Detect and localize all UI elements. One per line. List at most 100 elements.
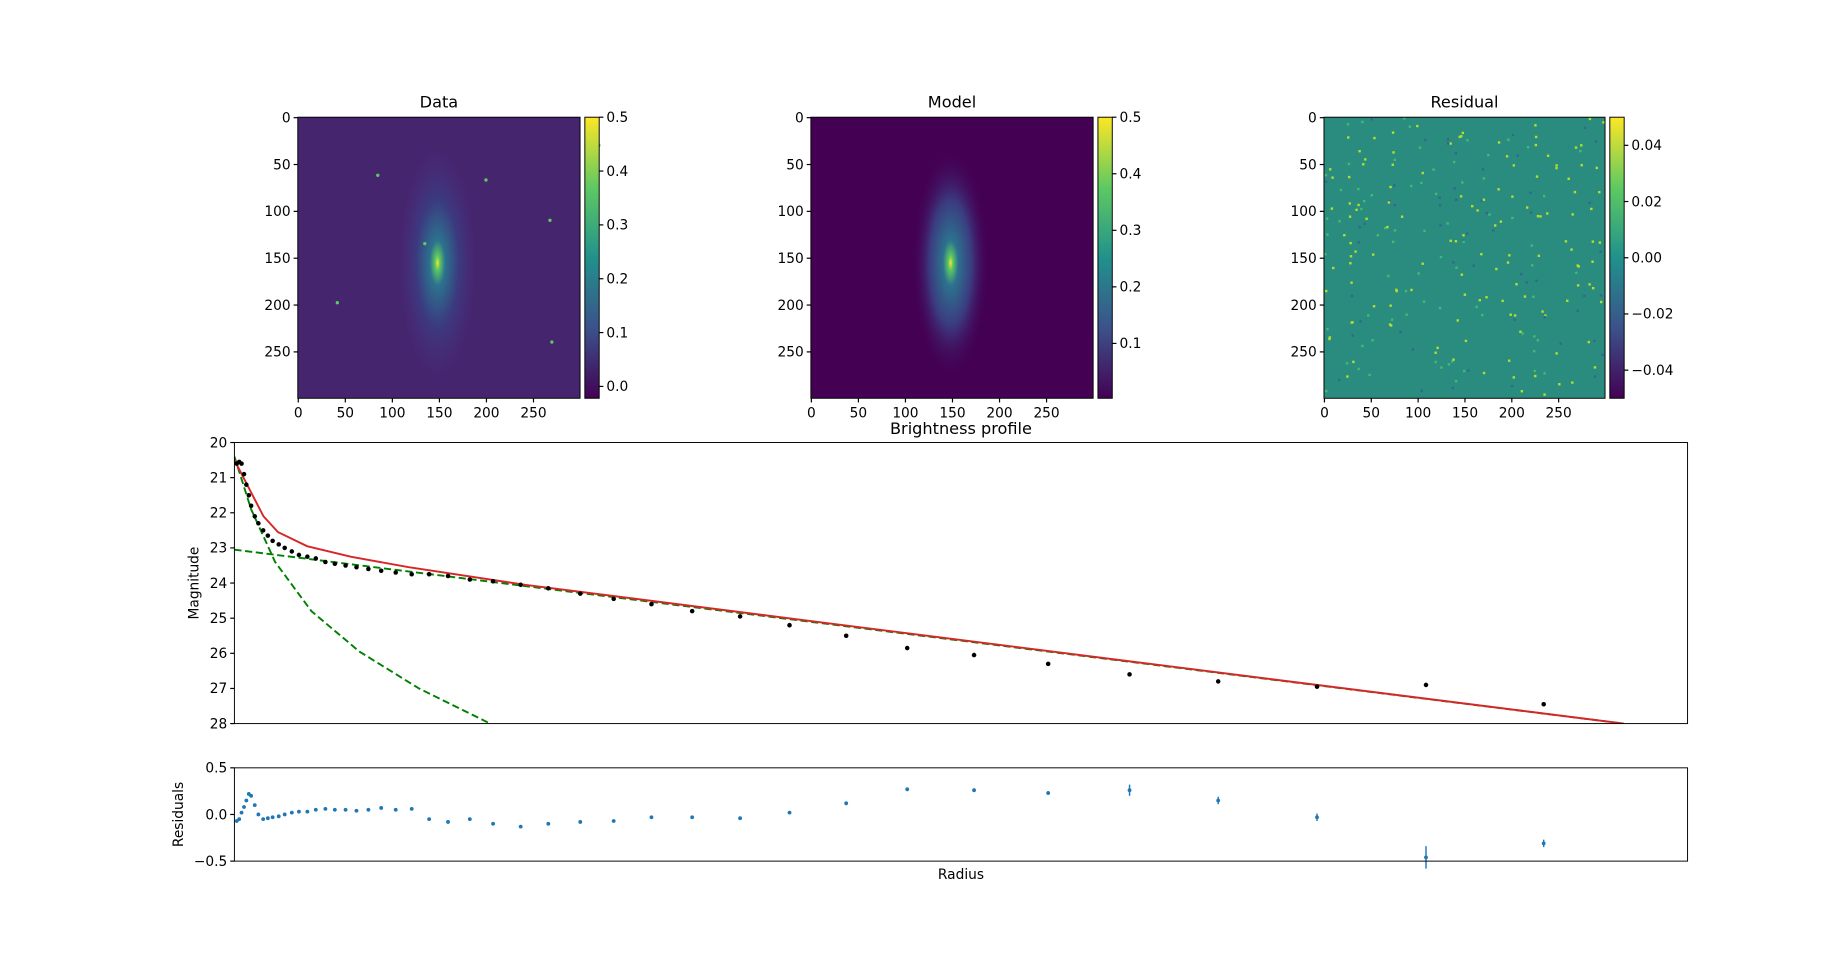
image-texture (1349, 262, 1352, 265)
colorbar-tick-label: 0.2 (1119, 280, 1141, 296)
image-texture (1418, 146, 1422, 149)
image-texture (1421, 171, 1424, 175)
image-texture (1421, 262, 1424, 265)
residual-point (354, 808, 359, 813)
data-point (366, 566, 371, 572)
image-texture (1434, 351, 1437, 354)
x-tick-label: 250 (1546, 405, 1572, 421)
image-texture (1482, 371, 1486, 375)
image-texture (1454, 240, 1458, 243)
image-texture (1371, 253, 1375, 256)
image-texture (1326, 233, 1329, 236)
colorbar-tick-label: 0.0 (606, 379, 628, 395)
image-texture (1555, 352, 1558, 355)
x-tick-label: 100 (892, 405, 918, 421)
image-texture (1595, 166, 1598, 170)
image-texture (1449, 239, 1452, 243)
y-tick-label: 150 (264, 251, 290, 267)
image-texture (1440, 366, 1443, 369)
colorbar-tick-label: −0.04 (1631, 363, 1673, 379)
image-texture (1328, 337, 1331, 341)
image-texture (1459, 195, 1463, 198)
x-tick-label: 0 (807, 405, 816, 421)
image-texture (1410, 184, 1413, 188)
image-texture (1363, 199, 1366, 203)
image-texture (1507, 359, 1511, 362)
image-texture (1587, 340, 1590, 344)
residual-point (256, 812, 261, 817)
residual-point (276, 814, 281, 819)
image-texture (1325, 217, 1329, 220)
image-texture (1452, 358, 1455, 361)
image-texture (1411, 348, 1415, 351)
residual-point (252, 803, 257, 808)
colorbar-tick-label: 0.1 (1119, 336, 1141, 352)
colorbar-tick-label: 0.4 (606, 164, 628, 180)
residual-point (844, 801, 849, 806)
image-texture (1446, 138, 1450, 141)
image-texture (1506, 261, 1510, 264)
image-texture (1497, 188, 1500, 191)
image-texture (1447, 363, 1451, 366)
image-texture (1515, 283, 1518, 286)
data-point (305, 554, 310, 559)
residual-point (546, 821, 551, 826)
image-texture (1536, 215, 1540, 218)
image-texture (1598, 241, 1602, 244)
image-texture (1531, 264, 1534, 267)
image-texture (1395, 289, 1398, 293)
image-texture (1351, 321, 1354, 324)
data-point (409, 571, 414, 577)
residual-point (244, 798, 249, 803)
image-texture (1387, 274, 1390, 278)
image-texture (1348, 215, 1352, 218)
residual-point (249, 793, 254, 798)
x-tick-label: 200 (986, 405, 1012, 421)
image-texture (1588, 201, 1591, 205)
image-texture (1389, 304, 1392, 307)
data-point (546, 586, 551, 591)
residual-point (393, 807, 398, 812)
image-texture (1461, 181, 1464, 184)
y-tick-label: −0.5 (194, 854, 227, 870)
image-texture (1458, 135, 1461, 139)
image-texture (1533, 349, 1536, 353)
image-texture (1463, 293, 1467, 296)
image-texture (1454, 198, 1458, 201)
x-tick-label: 150 (1452, 405, 1478, 421)
data-point (354, 564, 359, 570)
residual-point (265, 816, 270, 821)
image-texture (1432, 168, 1435, 171)
image-texture (1593, 366, 1597, 369)
y-tick-label: 0 (795, 110, 804, 126)
image-texture (1512, 164, 1515, 167)
image-texture (1519, 330, 1522, 334)
image-texture (1371, 339, 1374, 342)
image-texture (1434, 360, 1437, 364)
image-texture (1403, 117, 1406, 120)
image-texture (1591, 286, 1595, 290)
image-texture (1337, 378, 1341, 382)
panel-title: Residual (1430, 93, 1498, 112)
y-tick-label: 50 (786, 157, 803, 173)
image-texture (1347, 175, 1351, 179)
image-texture (1352, 360, 1355, 364)
data-point (518, 582, 523, 588)
residual-point (305, 809, 310, 814)
image-texture (1534, 135, 1538, 139)
image-texture (1510, 384, 1514, 388)
colorbar (1097, 116, 1113, 399)
image-texture (1601, 353, 1604, 357)
image-texture (1535, 279, 1538, 283)
colorbar-tick-label: 0.04 (1631, 138, 1662, 154)
image-texture (1593, 375, 1597, 378)
residual-point (343, 807, 348, 812)
colorbar-tick-label: 0.00 (1631, 251, 1662, 267)
residual-point (467, 817, 472, 822)
image-texture (1511, 133, 1515, 137)
image-texture (1535, 175, 1539, 178)
image-texture (1513, 314, 1517, 317)
image-texture (1599, 250, 1602, 253)
colorbar (584, 116, 600, 399)
image-texture (1343, 233, 1346, 237)
